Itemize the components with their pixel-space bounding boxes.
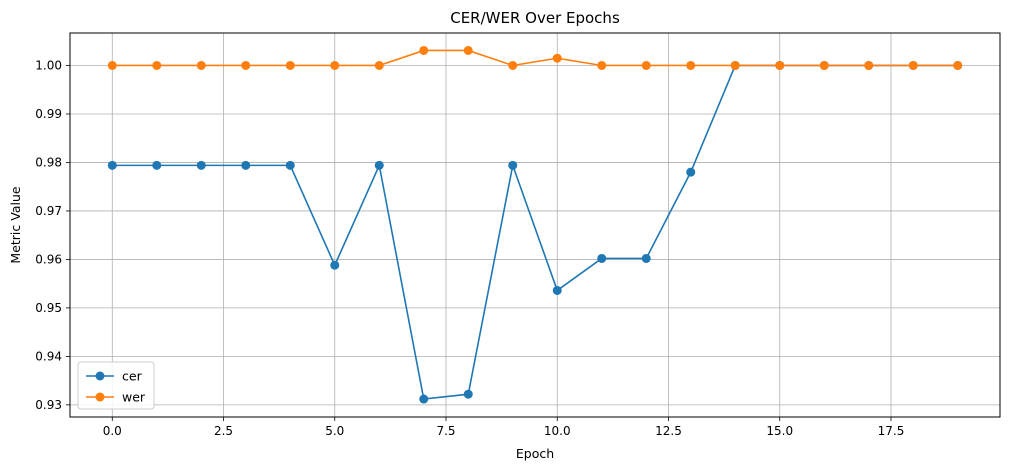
plot-frame: [69, 32, 1001, 418]
cer-point: [152, 160, 162, 170]
y-tick-label: 0.99: [35, 107, 62, 121]
series-wer: [107, 45, 963, 70]
wer-point: [730, 60, 740, 70]
legend-label: cer: [122, 369, 143, 384]
wer-point: [196, 60, 206, 70]
wer-point: [597, 60, 607, 70]
wer-point: [330, 60, 340, 70]
wer-point: [552, 53, 562, 63]
cer-point: [508, 160, 518, 170]
wer-point: [241, 60, 251, 70]
x-axis-label: Epoch: [516, 446, 554, 461]
y-tick-label: 0.96: [35, 252, 62, 266]
ticks: 0.0 2.5 5.0 7.5 10.0 12.5 15.0 17.5 0.93 0.94 0.95…: [35, 58, 904, 438]
series-cer: [107, 60, 963, 404]
y-tick-label: 0.97: [35, 204, 62, 218]
grid: [70, 33, 1000, 417]
cer-point: [107, 160, 117, 170]
y-axis-label: Metric Value: [8, 186, 23, 263]
wer-point: [641, 60, 651, 70]
legend-label: wer: [122, 390, 146, 405]
cer-line: [112, 64, 958, 400]
wer-point: [463, 45, 473, 55]
x-tick-label: 15.0: [766, 424, 793, 438]
legend-item-wer: wer: [86, 390, 146, 405]
y-tick-label: 0.94: [35, 349, 62, 363]
cer-point: [463, 389, 473, 399]
y-tick-label: 0.93: [35, 398, 62, 412]
wer-point: [419, 45, 429, 55]
cer-point: [285, 160, 295, 170]
y-tick-label: 0.98: [35, 155, 62, 169]
wer-point: [374, 60, 384, 70]
legend-marker: [95, 392, 105, 402]
cer-point: [419, 394, 429, 404]
cer-point: [597, 253, 607, 263]
wer-point: [908, 60, 918, 70]
wer-point: [508, 60, 518, 70]
cer-point: [374, 160, 384, 170]
wer-point: [775, 60, 785, 70]
wer-point: [819, 60, 829, 70]
legend-item-cer: cer: [86, 369, 143, 384]
cer-point: [241, 160, 251, 170]
wer-point: [864, 60, 874, 70]
x-tick-label: 17.5: [878, 424, 905, 438]
cer-point: [641, 253, 651, 263]
wer-line: [112, 49, 958, 67]
x-tick-label: 2.5: [214, 424, 233, 438]
cer-point: [330, 260, 340, 270]
x-tick-label: 5.0: [325, 424, 344, 438]
x-tick-label: 12.5: [655, 424, 682, 438]
cer-point: [552, 285, 562, 295]
cer-point: [196, 160, 206, 170]
chart-title: CER/WER Over Epochs: [450, 9, 620, 27]
wer-point: [107, 60, 117, 70]
cer-point: [686, 167, 696, 177]
wer-point: [152, 60, 162, 70]
x-tick-label: 7.5: [436, 424, 455, 438]
wer-point: [953, 60, 963, 70]
y-tick-label: 1.00: [35, 58, 62, 72]
legend-marker: [95, 371, 105, 381]
legend: cer wer: [77, 361, 155, 410]
wer-point: [285, 60, 295, 70]
x-tick-label: 0.0: [103, 424, 122, 438]
wer-point: [686, 60, 696, 70]
series-layer: [107, 45, 963, 404]
x-tick-label: 10.0: [544, 424, 571, 438]
y-tick-label: 0.95: [35, 301, 62, 315]
